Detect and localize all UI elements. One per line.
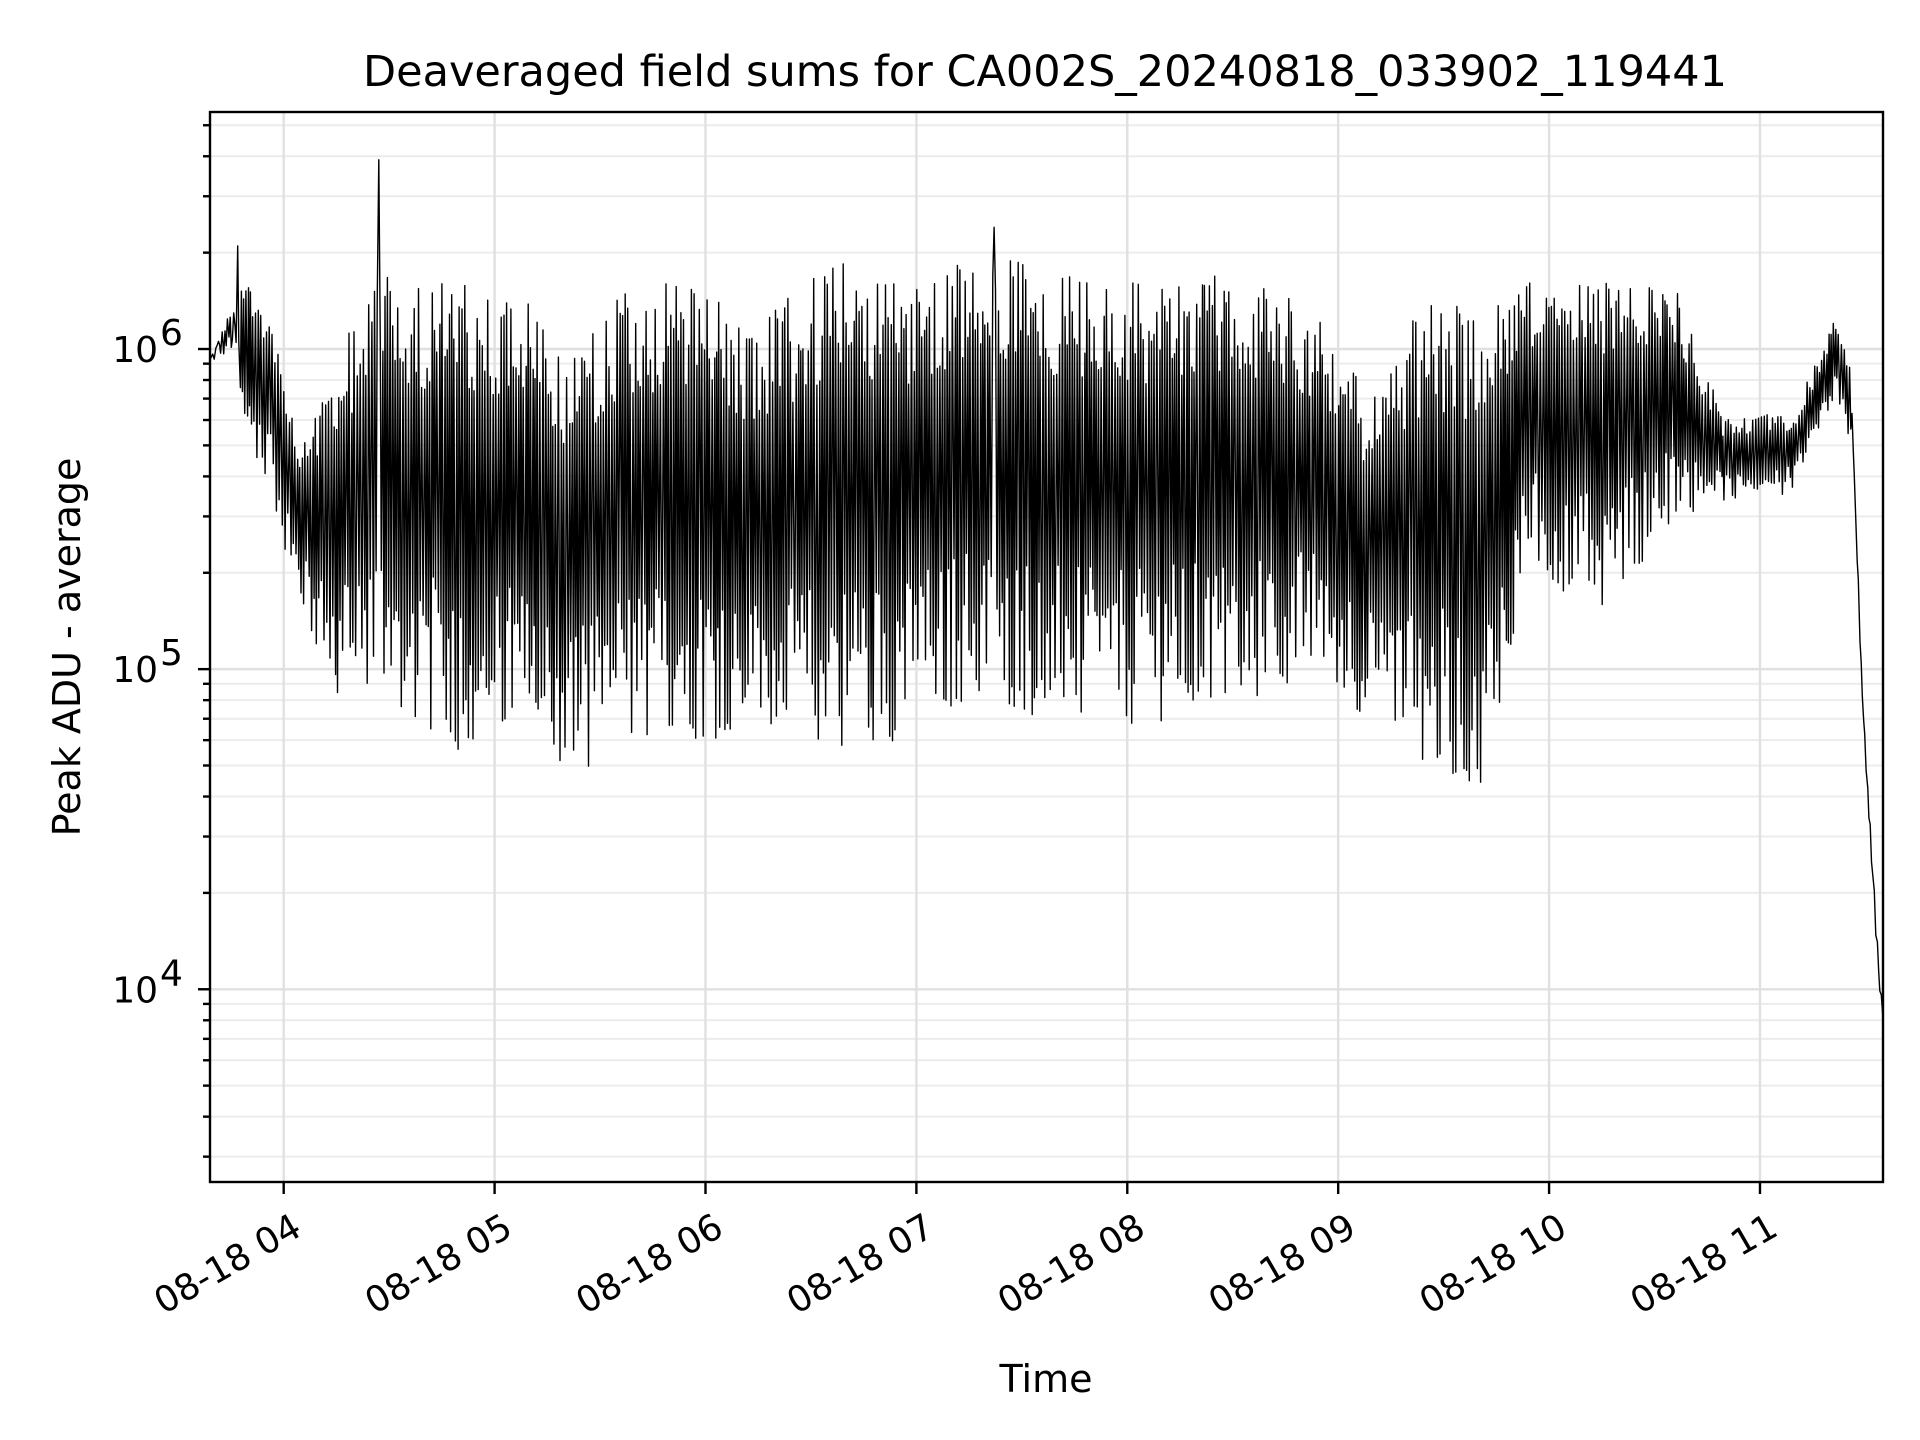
y-tick-exponent: 6 bbox=[160, 313, 183, 354]
x-axis: 08-18 04 08-18 05 08-18 06 08-18 07 08-18 08… bbox=[148, 1182, 1785, 1323]
plot-frame bbox=[208, 110, 1885, 1184]
series-line bbox=[209, 159, 1884, 1019]
x-tick-label: 08-18 07 bbox=[780, 1206, 941, 1322]
y-tick-exponent: 4 bbox=[160, 953, 183, 994]
x-tick-label: 08-18 06 bbox=[569, 1206, 730, 1322]
x-tick-label: 08-18 11 bbox=[1624, 1206, 1785, 1322]
series-layer bbox=[209, 159, 1884, 1019]
y-tick-label: 10 bbox=[112, 970, 158, 1011]
x-tick-label: 08-18 09 bbox=[1202, 1206, 1363, 1322]
chart-title: Deaveraged field sums for CA002S_2024081… bbox=[363, 47, 1727, 97]
x-tick-label: 08-18 10 bbox=[1413, 1206, 1574, 1322]
x-tick-label: 08-18 04 bbox=[148, 1206, 309, 1322]
y-tick-label: 10 bbox=[112, 330, 158, 371]
grid bbox=[210, 112, 1883, 1182]
x-tick-label: 08-18 05 bbox=[358, 1206, 519, 1322]
x-tick-label: 08-18 08 bbox=[991, 1206, 1152, 1322]
x-axis-label: Time bbox=[999, 1357, 1093, 1401]
y-tick-exponent: 5 bbox=[160, 633, 183, 674]
y-axis-label: Peak ADU - average bbox=[45, 458, 89, 837]
y-tick-label: 10 bbox=[112, 650, 158, 691]
